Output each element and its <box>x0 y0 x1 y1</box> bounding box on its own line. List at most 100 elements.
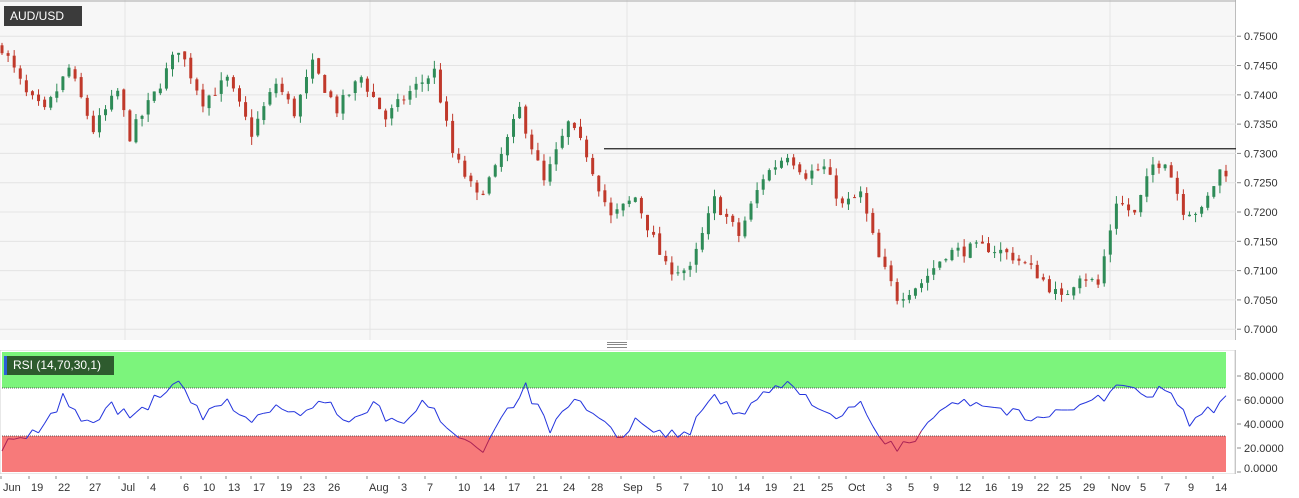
candle-body[interactable] <box>652 231 656 235</box>
candle-body[interactable] <box>1181 194 1185 215</box>
candle-body[interactable] <box>621 203 625 211</box>
candle-body[interactable] <box>895 282 899 301</box>
candle-body[interactable] <box>49 97 53 108</box>
candle-body[interactable] <box>359 77 363 83</box>
candle-body[interactable] <box>43 99 47 108</box>
candle-body[interactable] <box>378 97 382 110</box>
candle-body[interactable] <box>505 136 509 156</box>
candle-body[interactable] <box>597 175 601 192</box>
candle-body[interactable] <box>694 248 698 265</box>
candle-body[interactable] <box>371 91 375 98</box>
candle-body[interactable] <box>116 90 120 97</box>
candle-body[interactable] <box>822 166 826 170</box>
candle-body[interactable] <box>615 209 619 214</box>
candle-body[interactable] <box>731 215 735 222</box>
candle-body[interactable] <box>256 118 260 136</box>
candle-body[interactable] <box>512 118 516 137</box>
candle-body[interactable] <box>1163 164 1167 169</box>
candle-body[interactable] <box>55 91 59 98</box>
candle-body[interactable] <box>73 69 77 79</box>
candle-body[interactable] <box>1108 230 1112 255</box>
candle-body[interactable] <box>79 77 83 98</box>
candle-body[interactable] <box>591 157 595 175</box>
candle-body[interactable] <box>688 265 692 270</box>
candle-body[interactable] <box>237 88 241 102</box>
candle-body[interactable] <box>463 160 467 177</box>
candle-body[interactable] <box>719 197 723 215</box>
candle-body[interactable] <box>670 262 674 275</box>
candle-body[interactable] <box>828 167 832 175</box>
candle-body[interactable] <box>1224 170 1228 177</box>
candle-body[interactable] <box>262 106 266 121</box>
candle-body[interactable] <box>609 202 613 216</box>
candle-body[interactable] <box>91 115 95 133</box>
candle-body[interactable] <box>250 117 254 137</box>
candle-body[interactable] <box>974 242 978 244</box>
candle-body[interactable] <box>304 76 308 94</box>
candle-body[interactable] <box>280 83 284 93</box>
candle-body[interactable] <box>469 175 473 182</box>
candle-body[interactable] <box>627 200 631 204</box>
candle-body[interactable] <box>365 78 369 92</box>
candle-body[interactable] <box>420 82 424 84</box>
candle-body[interactable] <box>926 275 930 283</box>
candle-body[interactable] <box>1212 186 1216 197</box>
candle-body[interactable] <box>1175 177 1179 194</box>
candle-body[interactable] <box>889 265 893 282</box>
rsi-y-axis[interactable]: 80.0000 60.0000 40.0000 20.0000 0.0000 <box>1237 350 1299 474</box>
candle-body[interactable] <box>1017 258 1021 261</box>
candle-body[interactable] <box>414 83 418 90</box>
candle-body[interactable] <box>158 88 162 94</box>
candle-body[interactable] <box>999 249 1003 254</box>
candle-body[interactable] <box>311 59 315 79</box>
candle-body[interactable] <box>530 134 534 150</box>
candle-body[interactable] <box>560 135 564 148</box>
candle-body[interactable] <box>347 94 351 96</box>
candle-body[interactable] <box>980 241 984 244</box>
candle-body[interactable] <box>1139 194 1143 213</box>
candle-body[interactable] <box>1023 262 1027 264</box>
candle-body[interactable] <box>201 89 205 107</box>
candle-body[interactable] <box>743 220 747 237</box>
candle-body[interactable] <box>846 198 850 205</box>
candle-body[interactable] <box>292 98 296 117</box>
candle-body[interactable] <box>30 91 34 96</box>
candle-body[interactable] <box>1090 279 1094 281</box>
candle-body[interactable] <box>913 288 917 296</box>
candle-body[interactable] <box>24 80 28 93</box>
candle-body[interactable] <box>298 94 302 117</box>
candle-body[interactable] <box>97 115 101 133</box>
candle-body[interactable] <box>944 259 948 261</box>
candle-body[interactable] <box>396 99 400 108</box>
candle-body[interactable] <box>451 120 455 153</box>
candle-body[interactable] <box>810 170 814 179</box>
candle-body[interactable] <box>1145 176 1149 197</box>
candle-body[interactable] <box>792 157 796 166</box>
candle-body[interactable] <box>341 95 345 114</box>
candle-body[interactable] <box>1151 164 1155 175</box>
candle-body[interactable] <box>950 249 954 261</box>
candle-body[interactable] <box>877 232 881 258</box>
candle-body[interactable] <box>402 99 406 101</box>
candle-body[interactable] <box>579 126 583 138</box>
candle-body[interactable] <box>779 160 783 168</box>
candle-body[interactable] <box>104 109 108 116</box>
candle-body[interactable] <box>323 75 327 93</box>
price-chart-svg[interactable] <box>0 0 1236 340</box>
candle-body[interactable] <box>1047 279 1051 293</box>
price-y-axis[interactable]: 0.7500 0.7450 0.7400 0.7350 0.7300 0.7250 0.72… <box>1237 0 1299 340</box>
time-x-axis[interactable]: Jun 19 22 27 Jul 4 6 10 13 17 19 23 26 Aug 3 7 10 14 17 21 2… <box>0 476 1236 498</box>
candle-body[interactable] <box>871 212 875 233</box>
candle-body[interactable] <box>1200 207 1204 214</box>
candle-body[interactable] <box>737 222 741 236</box>
candle-body[interactable] <box>664 255 668 262</box>
candle-body[interactable] <box>335 96 339 114</box>
candle-body[interactable] <box>317 58 321 74</box>
candle-body[interactable] <box>329 91 333 98</box>
candle-body[interactable] <box>1114 203 1118 229</box>
rsi-indicator-panel[interactable] <box>0 350 1236 474</box>
candle-body[interactable] <box>761 179 765 190</box>
candle-body[interactable] <box>1157 163 1161 168</box>
candle-body[interactable] <box>987 243 991 253</box>
candle-body[interactable] <box>12 55 16 68</box>
